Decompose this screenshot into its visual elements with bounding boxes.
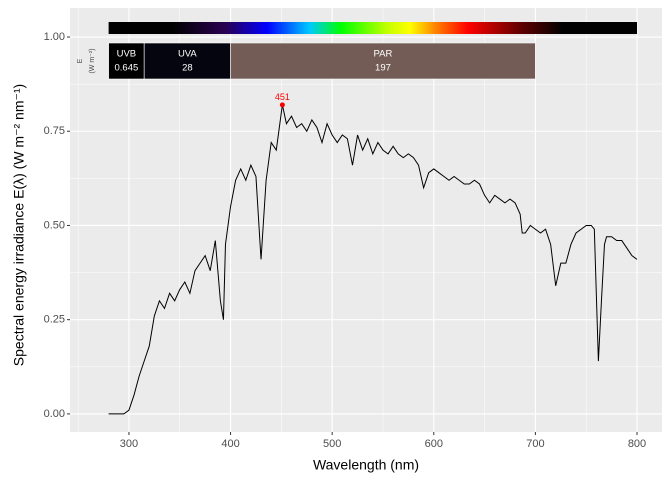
waveband-name: UVA	[178, 49, 197, 60]
waveband-value: 0.645	[115, 63, 139, 74]
y-tick-label: 0.75	[44, 125, 65, 137]
y-tick-label: 0.50	[44, 219, 65, 231]
y-tick-label: 0.25	[44, 314, 65, 326]
band-axis-label: (W m⁻²)	[89, 48, 96, 73]
spectrum-bar	[108, 22, 638, 34]
peak-label: 451	[275, 92, 290, 102]
waveband	[143, 42, 231, 80]
y-tick-label: 1.00	[44, 31, 65, 43]
x-axis-title: Wavelength (nm)	[313, 457, 419, 473]
waveband-name: UVB	[117, 49, 137, 60]
spectrum-line	[108, 104, 638, 415]
waveband-value: 28	[182, 63, 193, 74]
waveband	[108, 42, 145, 80]
peak-point	[279, 102, 285, 108]
x-tick-label: 700	[526, 438, 544, 450]
y-tick-label: 0.00	[44, 408, 65, 420]
x-tick-label: 300	[120, 438, 138, 450]
waveband-value: 197	[375, 63, 391, 74]
y-axis-title: Spectral energy irradiance E(λ) (W m⁻² n…	[11, 84, 27, 366]
waveband-name: PAR	[374, 49, 393, 60]
x-tick-label: 800	[628, 438, 646, 450]
x-tick-label: 600	[425, 438, 443, 450]
waveband	[230, 42, 536, 80]
band-axis-label: E	[77, 58, 84, 63]
x-tick-label: 400	[221, 438, 239, 450]
x-tick-label: 500	[323, 438, 341, 450]
